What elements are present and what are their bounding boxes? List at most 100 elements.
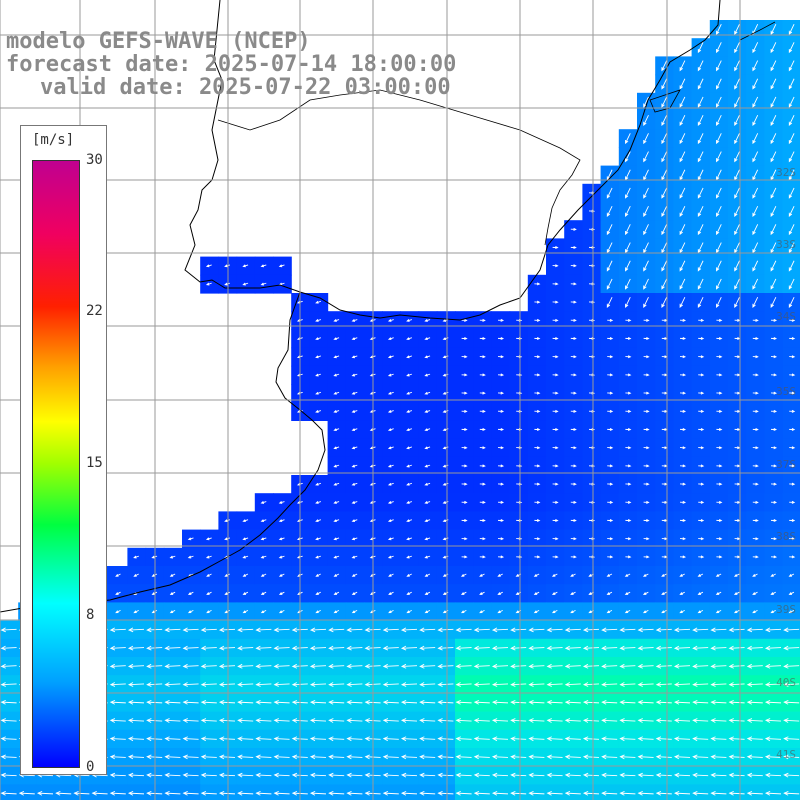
wind-arrow <box>552 246 559 250</box>
wind-arrow <box>582 645 600 651</box>
wind-arrow <box>115 609 121 614</box>
wind-arrow <box>643 114 649 126</box>
wind-arrow <box>716 537 723 541</box>
wind-arrow <box>570 591 576 595</box>
wind-arrow <box>200 627 217 633</box>
wind-arrow <box>679 96 686 108</box>
wind-arrow <box>728 790 745 796</box>
wind-arrow <box>109 663 126 669</box>
wind-arrow <box>764 682 782 687</box>
wind-arrow <box>625 187 631 199</box>
wind-arrow <box>606 609 613 614</box>
wind-arrow <box>619 790 636 796</box>
wind-arrow <box>643 355 650 359</box>
wind-arrow <box>528 645 545 651</box>
wind-arrow <box>637 736 654 742</box>
wind-arrow <box>255 699 272 705</box>
wind-arrow <box>260 537 267 541</box>
wind-arrow <box>309 627 327 633</box>
wind-arrow <box>770 537 778 541</box>
wind-arrow <box>752 260 759 272</box>
wind-arrow <box>679 609 685 614</box>
wind-arrow <box>460 591 467 595</box>
wind-arrow <box>273 718 290 723</box>
wind-arrow <box>133 609 139 614</box>
wind-arrow <box>497 609 503 614</box>
wind-arrow <box>424 482 431 486</box>
wind-arrow <box>424 555 431 559</box>
wind-arrow <box>728 736 745 742</box>
wind-arrow <box>564 663 581 669</box>
wind-arrow <box>382 772 399 778</box>
wind-arrow <box>328 790 345 796</box>
wind-arrow <box>273 645 290 651</box>
wind-arrow <box>673 627 691 633</box>
wind-arrow <box>510 682 527 687</box>
wind-arrow <box>716 205 722 217</box>
wind-arrow <box>182 790 199 796</box>
wind-arrow <box>552 373 559 377</box>
wind-arrow <box>716 187 722 199</box>
wind-arrow <box>333 591 340 595</box>
wind-arrow <box>164 699 181 705</box>
wind-arrow <box>455 790 472 796</box>
wind-arrow <box>697 60 704 72</box>
wind-arrow <box>546 718 563 723</box>
wind-arrow <box>679 133 686 145</box>
wind-arrow <box>255 718 272 723</box>
wind-arrow <box>643 260 649 272</box>
wind-arrow <box>479 482 486 486</box>
wind-arrow <box>109 699 126 705</box>
wind-arrow <box>679 224 686 236</box>
wind-arrow <box>625 318 632 322</box>
wind-arrow <box>625 537 632 541</box>
wind-arrow <box>752 205 759 217</box>
wind-arrow <box>770 482 778 486</box>
wind-arrow <box>728 627 745 633</box>
wind-arrow <box>643 337 650 341</box>
wind-arrow <box>528 790 545 796</box>
wind-arrow <box>497 537 505 541</box>
wind-arrow <box>637 627 654 633</box>
wind-arrow <box>497 519 505 523</box>
wind-arrow <box>534 391 541 395</box>
wind-arrow <box>607 464 614 468</box>
wind-arrow <box>546 736 563 742</box>
wind-arrow <box>387 482 394 486</box>
wind-arrow <box>419 736 436 742</box>
wind-arrow <box>424 391 431 395</box>
wind-arrow <box>351 609 358 614</box>
wind-arrow <box>109 627 126 633</box>
wind-arrow <box>406 337 413 341</box>
wind-arrow <box>182 772 199 778</box>
wind-arrow <box>534 428 541 432</box>
wind-arrow <box>698 337 705 341</box>
wind-arrow <box>619 718 636 723</box>
wind-arrow <box>510 772 527 778</box>
wind-arrow <box>164 736 181 742</box>
wind-speed-cell <box>527 784 547 800</box>
wind-arrow <box>698 464 705 468</box>
wind-arrow <box>643 428 650 432</box>
wind-arrow <box>661 609 667 614</box>
wind-speed-cell <box>54 784 74 800</box>
wind-arrow <box>400 645 418 651</box>
wind-arrow <box>315 537 322 541</box>
wind-arrow <box>752 133 759 145</box>
wind-arrow <box>734 133 740 145</box>
wind-arrow <box>710 627 727 633</box>
wind-arrow <box>351 591 358 595</box>
wind-arrow <box>679 296 686 308</box>
wind-arrow <box>200 736 217 742</box>
wind-arrow <box>783 736 800 742</box>
wind-arrow <box>637 754 654 760</box>
wind-arrow <box>534 446 541 450</box>
wind-arrow <box>752 355 759 359</box>
wind-arrow <box>0 627 17 633</box>
wind-arrow <box>552 355 559 359</box>
wind-arrow <box>692 663 709 669</box>
wind-arrow <box>607 428 614 432</box>
wind-arrow <box>419 663 436 669</box>
wind-arrow <box>625 337 632 341</box>
wind-arrow <box>606 296 613 308</box>
